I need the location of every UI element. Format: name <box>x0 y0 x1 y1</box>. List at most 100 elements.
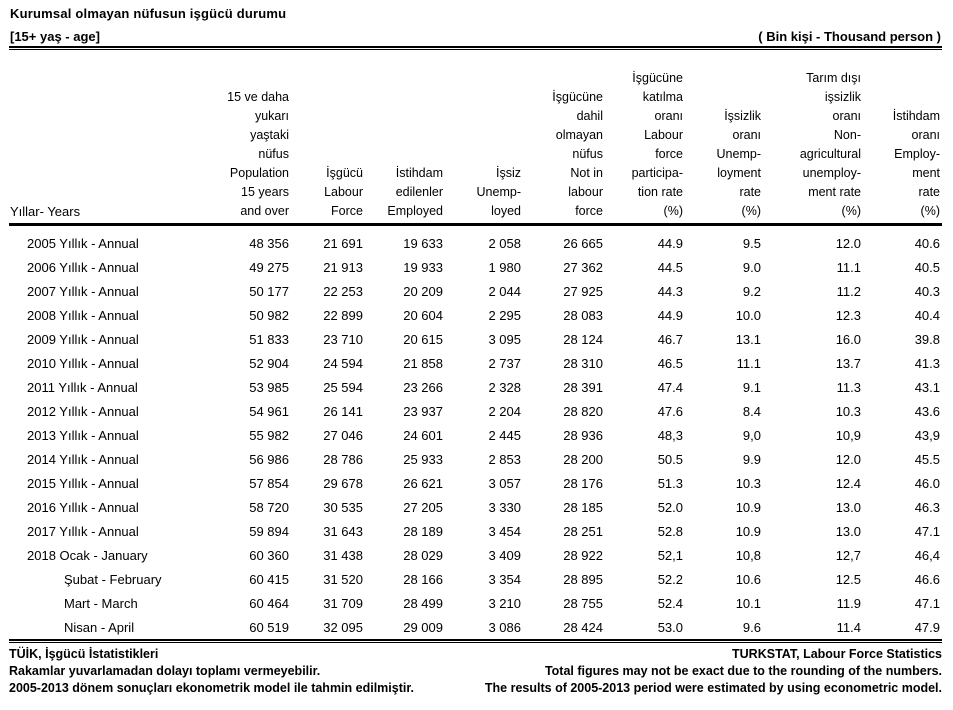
table-row: 2008 Yıllık - Annual 50 982 22 899 20 604 2 … <box>9 303 942 327</box>
row-label: Mart - March <box>64 595 138 611</box>
header-line: Employ- <box>894 147 940 161</box>
value-cell: 50 177 <box>249 283 289 299</box>
value-cell: 52 904 <box>249 355 289 371</box>
table-row: 2010 Yıllık - Annual 52 904 24 594 21 858 2 … <box>9 351 942 375</box>
value-cell: 57 854 <box>249 475 289 491</box>
value-cell: 13.7 <box>835 355 861 371</box>
value-cell: 21 913 <box>323 259 363 275</box>
header-line: işsizlik <box>824 90 861 104</box>
value-cell: 49 275 <box>249 259 289 275</box>
value-cell: 52,1 <box>657 547 683 563</box>
value-cell: 58 720 <box>249 499 289 515</box>
top-divider <box>9 46 942 50</box>
footer-line: 2005-2013 dönem sonuçları ekonometrik mo… <box>9 681 414 695</box>
row-label: 2013 Yıllık - Annual <box>27 427 139 443</box>
header-line: (%) <box>920 204 940 218</box>
table-row: 2014 Yıllık - Annual 56 986 28 786 25 933 2 … <box>9 447 942 471</box>
table-row: 2006 Yıllık - Annual 49 275 21 913 19 933 1 … <box>9 255 942 279</box>
value-cell: 10.3 <box>835 403 861 419</box>
value-cell: 47.1 <box>914 523 940 539</box>
value-cell: 53 985 <box>249 379 289 395</box>
header-line: İşsiz <box>496 166 521 180</box>
header-line: oranı <box>732 128 762 142</box>
row-label: 2015 Yıllık - Annual <box>27 475 139 491</box>
column-header-unemployed: İşsiz Unemp-loyed <box>445 50 523 225</box>
value-cell: 10.1 <box>735 595 761 611</box>
header-line: Tarım dışı <box>806 71 861 85</box>
value-cell: 2 328 <box>488 379 521 395</box>
column-header-non-agricultural-unemployment-rate: Tarım dışı işsizlik oranı Non-agricultural u… <box>763 50 863 225</box>
bottom-divider <box>9 639 942 643</box>
value-cell: 41.3 <box>914 355 940 371</box>
row-label: 2016 Yıllık - Annual <box>27 499 139 515</box>
value-cell: 53.0 <box>657 619 683 635</box>
value-cell: 56 986 <box>249 451 289 467</box>
value-cell: 13.1 <box>735 331 761 347</box>
header-line: yaştaki <box>250 128 289 142</box>
value-cell: 11.3 <box>836 379 861 395</box>
row-label: 2006 Yıllık - Annual <box>27 259 139 275</box>
value-cell: 2 737 <box>488 355 521 371</box>
header-line: (%) <box>841 204 861 218</box>
table-row: 2013 Yıllık - Annual 55 982 27 046 24 601 2 … <box>9 423 942 447</box>
value-cell: 12.3 <box>835 307 861 323</box>
value-cell: 2 058 <box>488 235 521 251</box>
footer-source-turkish: TÜİK, İşgücü İstatistikleri Rakamlar yuva… <box>9 646 414 697</box>
value-cell: 23 266 <box>403 379 443 395</box>
value-cell: 12,7 <box>835 547 861 563</box>
value-cell: 12.0 <box>835 451 861 467</box>
value-cell: 47.6 <box>657 403 683 419</box>
table-row: Şubat - February 60 415 31 520 28 166 3 354 2… <box>9 567 942 591</box>
header-line: dahil <box>576 109 603 123</box>
header-line: loyed <box>491 204 521 218</box>
value-cell: 43.1 <box>914 379 940 395</box>
value-cell: 3 409 <box>488 547 521 563</box>
value-cell: 10.3 <box>735 475 761 491</box>
column-header-unemployment-rate: İşsizlik oranı Unemp-loyment rate (%) <box>685 50 763 225</box>
footer-line: TÜİK, İşgücü İstatistikleri <box>9 647 159 661</box>
value-cell: 60 360 <box>249 547 289 563</box>
value-cell: 9.6 <box>742 619 761 635</box>
value-cell: 30 535 <box>323 499 363 515</box>
value-cell: 9.9 <box>742 451 761 467</box>
header-line: rate <box>739 185 761 199</box>
header-line: oranı <box>911 128 941 142</box>
header-line: labour <box>568 185 603 199</box>
value-cell: 44.3 <box>657 283 683 299</box>
value-cell: 43.6 <box>914 403 940 419</box>
value-cell: 10.9 <box>735 499 761 515</box>
value-cell: 20 209 <box>403 283 443 299</box>
header-line: oranı <box>832 109 862 123</box>
value-cell: 8.4 <box>742 403 761 419</box>
value-cell: 28 124 <box>563 331 603 347</box>
column-header-employed: İstihdam edilenler Employed <box>365 50 445 225</box>
value-cell: 2 295 <box>488 307 521 323</box>
row-label: 2008 Yıllık - Annual <box>27 307 139 323</box>
footer-line: Rakamlar yuvarlamadan dolayı toplamı ver… <box>9 664 321 678</box>
value-cell: 28 310 <box>563 355 603 371</box>
column-header-labour-force: İşgücü Labour Force <box>291 50 365 225</box>
header-line: Non- <box>833 128 861 142</box>
value-cell: 28 499 <box>403 595 443 611</box>
value-cell: 3 454 <box>488 523 521 539</box>
value-cell: 50.5 <box>657 451 683 467</box>
header-line: (%) <box>741 204 761 218</box>
value-cell: 20 604 <box>403 307 443 323</box>
header-line: Not in <box>570 166 603 180</box>
value-cell: 31 709 <box>323 595 363 611</box>
column-header-years: Yıllar- Years <box>10 204 81 219</box>
row-label: 2009 Yıllık - Annual <box>27 331 139 347</box>
value-cell: 43,9 <box>914 427 940 443</box>
value-cell: 28 185 <box>563 499 603 515</box>
value-cell: 32 095 <box>323 619 363 635</box>
value-cell: 11.4 <box>836 619 861 635</box>
value-cell: 55 982 <box>249 427 289 443</box>
value-cell: 2 204 <box>488 403 521 419</box>
footer-source-english: TURKSTAT, Labour Force Statistics Total f… <box>485 646 942 697</box>
value-cell: 10.9 <box>735 523 761 539</box>
row-label: 2011 Yıllık - Annual <box>27 379 138 395</box>
header-line: ment rate <box>808 185 861 199</box>
value-cell: 25 594 <box>323 379 363 395</box>
value-cell: 46.6 <box>914 571 940 587</box>
